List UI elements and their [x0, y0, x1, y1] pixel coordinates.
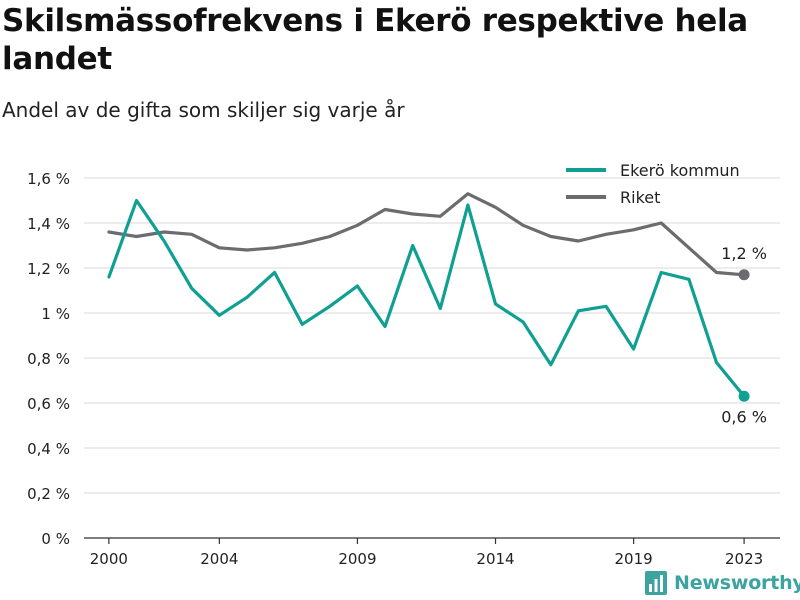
- end-label-riket: 1,2 %: [721, 244, 767, 263]
- y-tick-label: 1,4 %: [27, 215, 70, 233]
- newsworthy-logo: Newsworthy: [644, 566, 800, 600]
- line-chart: 0 % 0,2 % 0,4 % 0,6 % 0,8 % 1 % 1,2 % 1,4 % 1,6 …: [27, 161, 780, 568]
- x-tick-label: 2023: [725, 550, 763, 568]
- end-point-riket: [738, 269, 750, 281]
- bar-chart-icon: [645, 571, 667, 595]
- x-tick-label: 2009: [338, 550, 376, 568]
- chart-title: Skilsmässofrekvens i Ekerö respektive he…: [2, 3, 748, 77]
- brand-name: Newsworthy: [674, 572, 800, 594]
- end-label-ekero: 0,6 %: [721, 407, 767, 426]
- x-tick-label: 2000: [90, 550, 128, 568]
- end-point-ekero: [738, 390, 750, 402]
- series-line-riket: [107, 192, 746, 277]
- y-tick-label: 1 %: [41, 305, 70, 323]
- y-tick-label: 0 %: [41, 530, 70, 548]
- legend-label: Riket: [620, 188, 660, 207]
- y-tick-label: 0,6 %: [27, 395, 70, 413]
- y-tick-label: 1,6 %: [27, 170, 70, 188]
- y-tick-label: 0,2 %: [27, 485, 70, 503]
- y-tick-label: 1,2 %: [27, 260, 70, 278]
- legend-label: Ekerö kommun: [620, 161, 740, 180]
- y-tick-label: 0,4 %: [27, 440, 70, 458]
- chart-subtitle: Andel av de gifta som skiljer sig varje …: [2, 98, 405, 122]
- x-tick-label: 2004: [200, 550, 238, 568]
- series-line-ekero: [107, 198, 746, 398]
- y-tick-label: 0,8 %: [27, 350, 70, 368]
- x-tick-label: 2019: [615, 550, 653, 568]
- x-tick-label: 2014: [476, 550, 514, 568]
